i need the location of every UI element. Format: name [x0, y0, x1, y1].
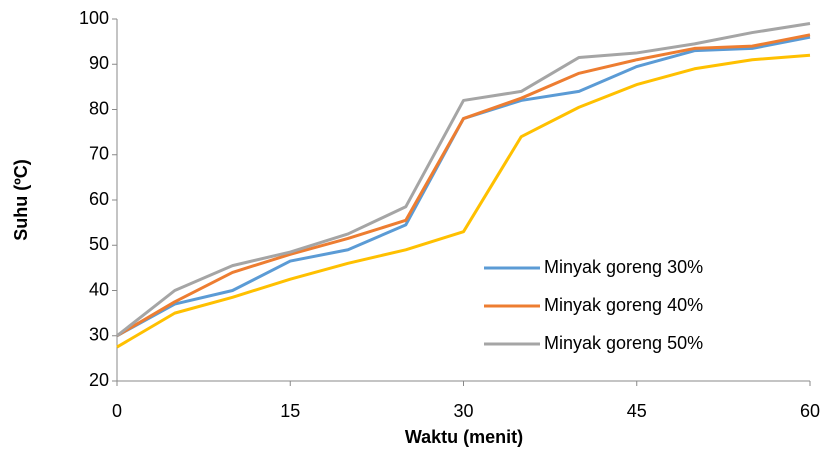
y-tick-label: 60 [89, 189, 109, 209]
y-tick-label: 100 [79, 8, 109, 28]
series-line [116, 33, 811, 338]
series-line [116, 22, 811, 337]
x-axis-title: Waktu (menit) [405, 427, 523, 447]
legend-label: Minyak goreng 40% [544, 295, 703, 315]
y-tick-label: 40 [89, 279, 109, 299]
x-tick-label: 30 [453, 401, 473, 421]
y-tick-label: 70 [89, 144, 109, 164]
y-tick-label: 30 [89, 325, 109, 345]
x-tick-label: 15 [280, 401, 300, 421]
y-tick-label: 90 [89, 53, 109, 73]
y-tick-label: 80 [89, 98, 109, 118]
series-line [116, 35, 811, 338]
y-axis-title: Suhu (ºC) [11, 159, 31, 241]
x-tick-label: 60 [800, 401, 820, 421]
x-tick-label: 45 [627, 401, 647, 421]
legend-label: Minyak goreng 50% [544, 333, 703, 353]
y-tick-label: 50 [89, 234, 109, 254]
x-tick-label: 0 [112, 401, 122, 421]
series-line [116, 53, 811, 349]
legend-label: Minyak goreng 30% [544, 257, 703, 277]
y-tick-label: 20 [89, 370, 109, 390]
